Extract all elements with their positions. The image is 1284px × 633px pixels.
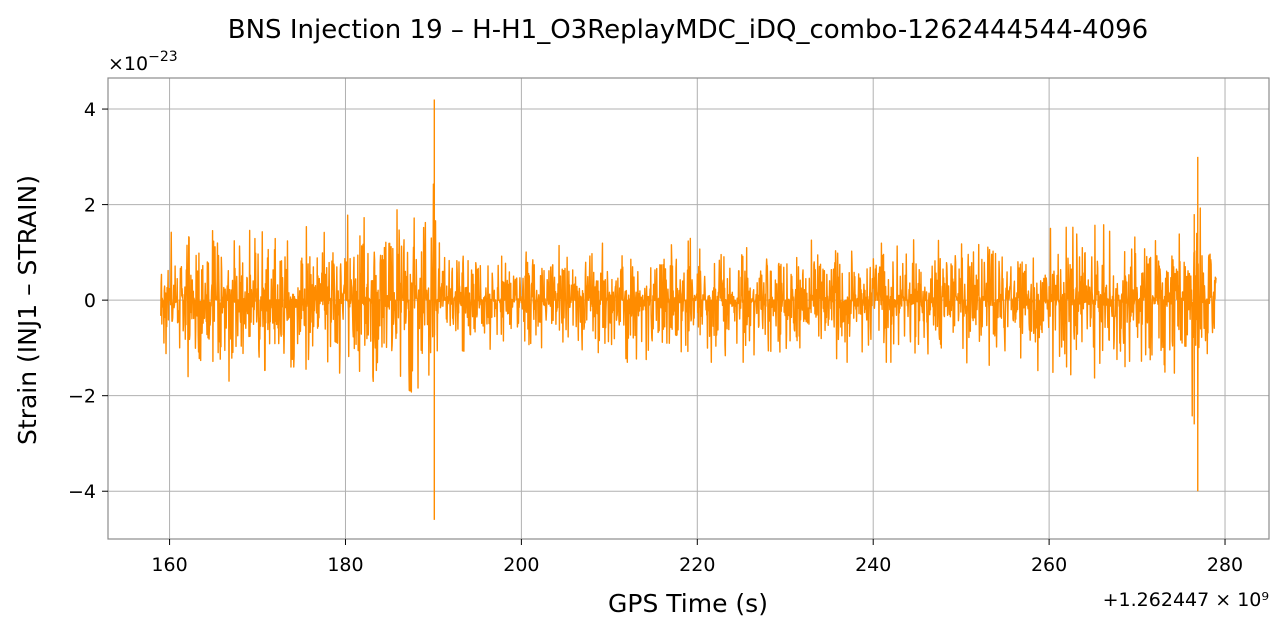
x-offset-text: +1.262447 × 10⁹ [1103,589,1269,611]
y-scale-factor: ×10−23 [108,49,178,75]
y-tick-label: −2 [68,386,96,408]
chart-title: BNS Injection 19 – H-H1_O3ReplayMDC_iDQ_… [228,15,1148,45]
x-axis-label: GPS Time (s) [608,589,768,618]
data-layer [160,99,1217,520]
x-tick-label: 160 [151,554,187,576]
tick-layer: 160 180 200 220 240 260 280 4 2 0 −2 −4 [68,99,1243,576]
x-tick-label: 220 [679,554,715,576]
y-axis-label: Strain (INJ1 – STRAIN) [13,175,42,445]
x-tick-label: 200 [503,554,539,576]
y-scale-exponent: −23 [148,49,178,65]
plot-frame [107,77,1270,540]
strain-series-line [160,99,1217,520]
y-tick-label: 0 [84,290,96,312]
x-tick-label: 280 [1207,554,1243,576]
y-scale-base: ×10 [108,53,148,75]
y-tick-label: 4 [84,99,96,121]
x-tick-label: 180 [327,554,363,576]
x-tick-label: 260 [1031,554,1067,576]
y-tick-label: −4 [68,481,96,503]
x-tick-label: 240 [855,554,891,576]
y-tick-label: 2 [84,195,96,217]
